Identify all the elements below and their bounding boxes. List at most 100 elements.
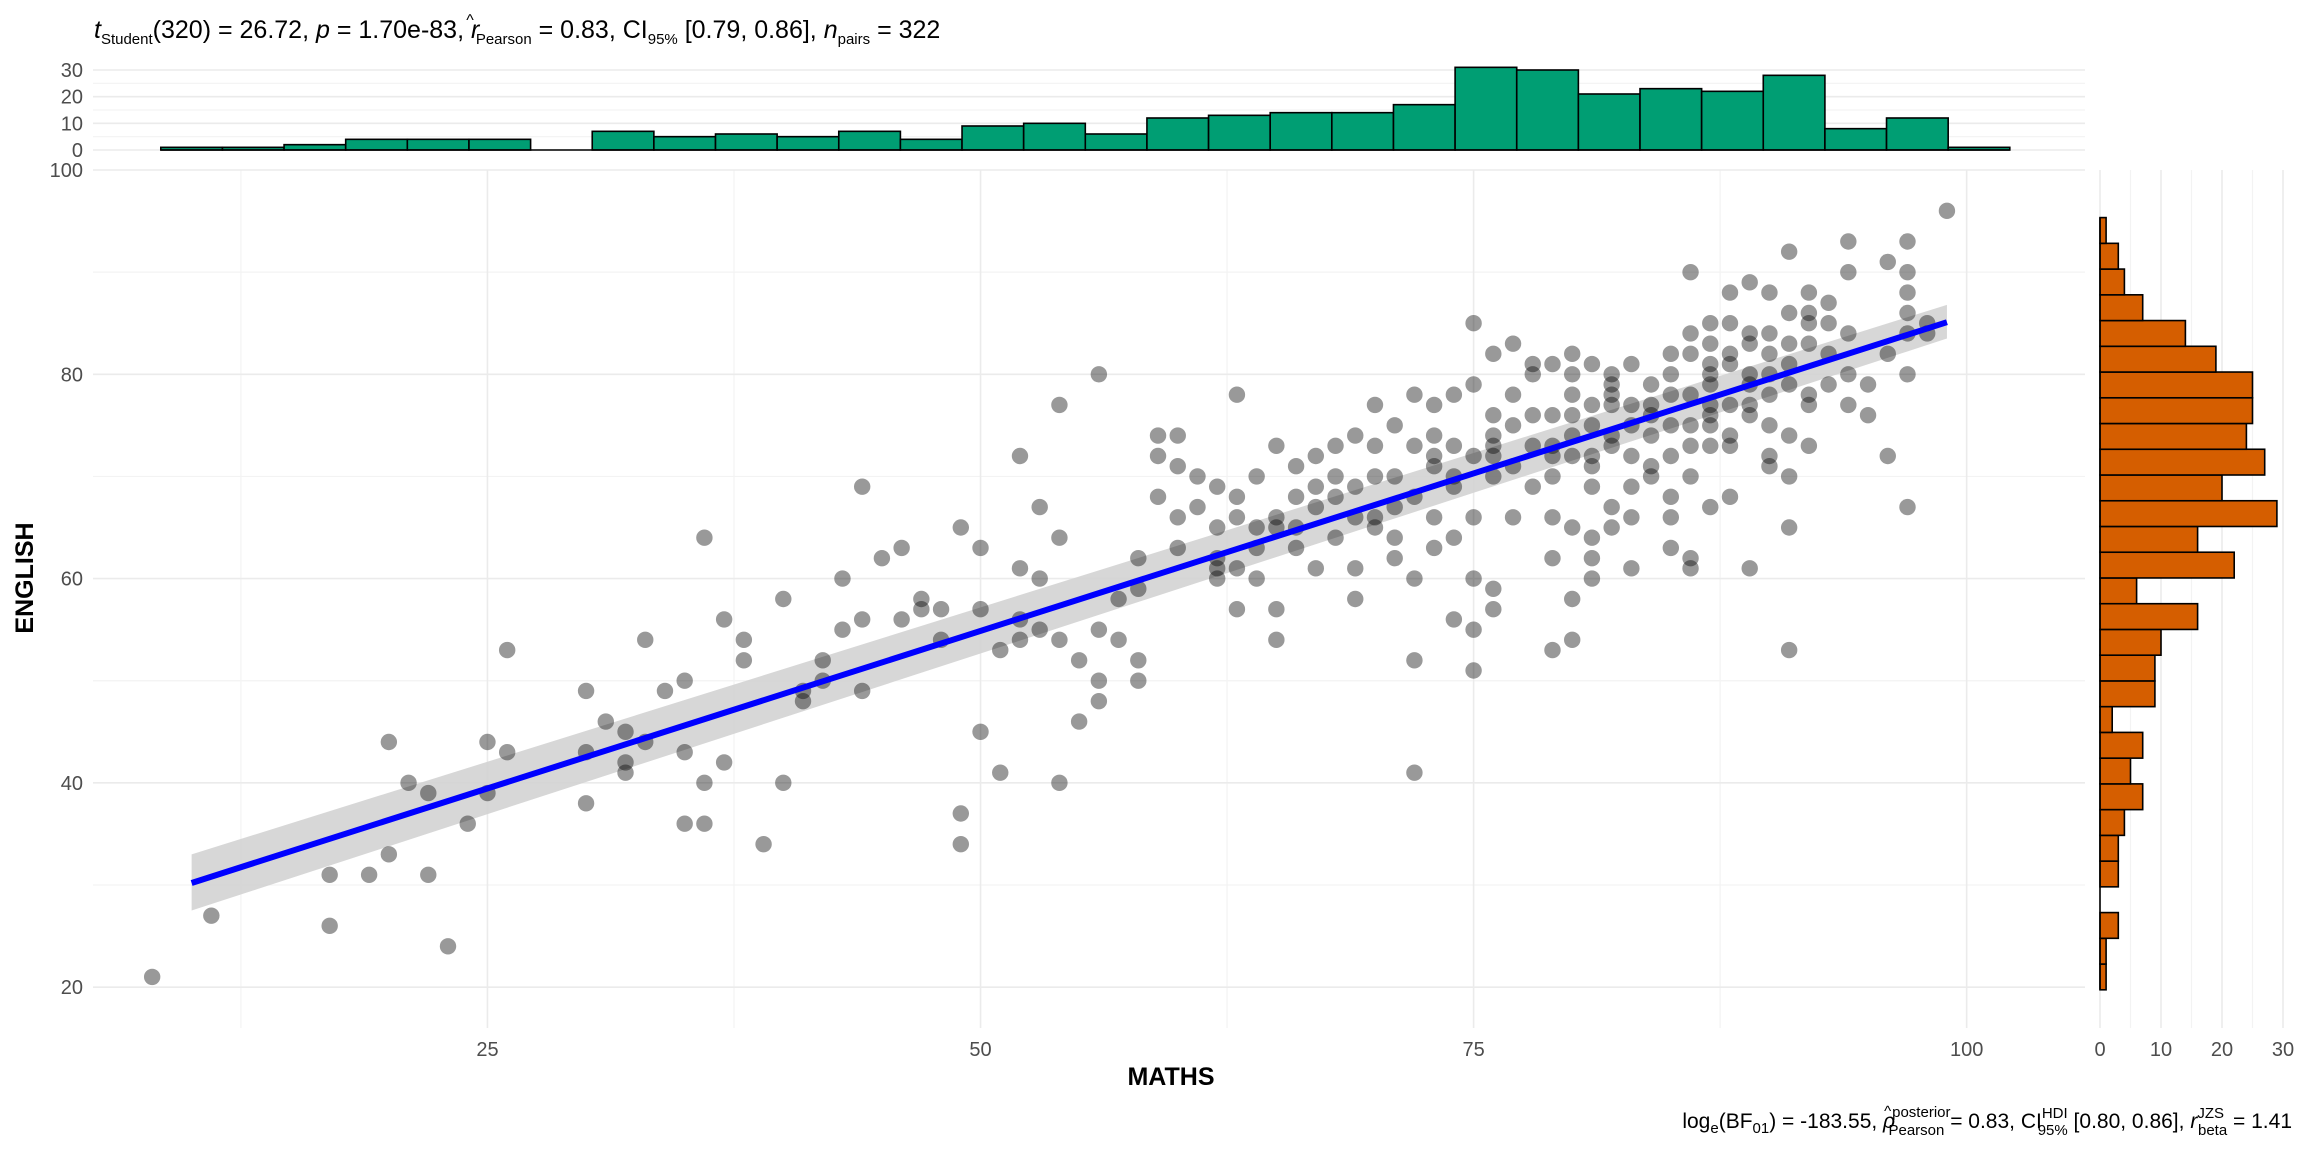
data-point bbox=[1721, 437, 1739, 454]
data-point bbox=[1386, 468, 1403, 485]
data-point bbox=[1544, 641, 1561, 659]
right-hist-bar bbox=[2099, 783, 2144, 811]
data-point bbox=[696, 815, 713, 832]
data-point bbox=[1327, 488, 1344, 506]
data-point bbox=[1070, 652, 1088, 669]
data-point bbox=[1800, 396, 1818, 414]
data-point bbox=[1465, 447, 1482, 465]
data-point bbox=[1761, 386, 1778, 403]
data-point bbox=[1899, 304, 1916, 322]
chart-caption: loge(BF01) = -183.55, ρ^posterior Pearson… bbox=[1682, 1103, 2292, 1139]
data-point bbox=[439, 938, 457, 955]
top-hist-tick-label: 0 bbox=[72, 140, 83, 162]
data-point bbox=[1603, 386, 1620, 403]
data-point bbox=[972, 723, 989, 740]
data-point bbox=[1741, 325, 1758, 342]
data-point bbox=[913, 601, 930, 618]
data-point bbox=[1386, 549, 1403, 567]
data-point bbox=[1268, 631, 1285, 649]
right-hist-bar bbox=[2099, 860, 2120, 888]
data-point bbox=[1623, 447, 1640, 465]
data-point bbox=[1800, 284, 1818, 301]
data-point bbox=[1761, 458, 1778, 475]
top-hist-bar bbox=[837, 130, 902, 151]
top-hist-bar bbox=[406, 138, 470, 151]
data-point bbox=[1583, 417, 1601, 434]
data-point bbox=[1268, 509, 1285, 526]
data-point bbox=[1425, 509, 1443, 526]
data-point bbox=[913, 590, 930, 608]
top-hist-bar bbox=[714, 133, 778, 151]
data-point bbox=[1110, 590, 1127, 608]
data-point bbox=[1702, 376, 1719, 393]
data-point bbox=[1682, 386, 1699, 403]
data-point bbox=[1485, 345, 1502, 363]
data-point bbox=[1800, 437, 1818, 454]
data-point bbox=[1524, 366, 1541, 383]
data-point bbox=[1899, 498, 1916, 516]
data-point bbox=[1485, 427, 1502, 444]
data-point bbox=[893, 539, 910, 557]
data-point bbox=[1149, 447, 1167, 465]
data-point bbox=[1564, 447, 1581, 465]
data-point bbox=[1564, 631, 1581, 649]
data-point bbox=[1662, 447, 1680, 465]
data-point bbox=[617, 754, 634, 771]
data-point bbox=[1347, 590, 1364, 608]
data-point bbox=[1425, 396, 1443, 414]
data-point bbox=[1780, 468, 1798, 485]
data-point bbox=[1859, 376, 1877, 393]
data-point bbox=[1583, 458, 1601, 475]
data-point bbox=[1761, 345, 1778, 363]
data-point bbox=[1564, 519, 1581, 536]
data-point bbox=[676, 815, 693, 832]
y-tick-label: 60 bbox=[61, 569, 83, 591]
data-point bbox=[1564, 366, 1581, 383]
data-point bbox=[1859, 406, 1877, 424]
data-point bbox=[1307, 447, 1325, 465]
right-hist-bar bbox=[2099, 911, 2120, 940]
data-point bbox=[420, 866, 437, 883]
confidence-band-area bbox=[191, 304, 1947, 911]
right-hist-bar bbox=[2099, 680, 2156, 708]
data-point bbox=[1780, 427, 1798, 444]
data-point bbox=[1899, 366, 1916, 383]
data-point bbox=[1208, 478, 1226, 495]
data-point bbox=[1248, 519, 1265, 536]
data-point bbox=[1070, 713, 1088, 730]
data-point bbox=[1702, 315, 1719, 332]
x-tick-label: 50 bbox=[969, 1039, 991, 1061]
data-point bbox=[1682, 468, 1699, 485]
x-tick-label: 25 bbox=[476, 1039, 498, 1061]
right-hist-bar bbox=[2099, 937, 2107, 965]
data-point bbox=[1307, 498, 1325, 516]
data-point bbox=[1583, 355, 1601, 373]
data-point bbox=[952, 835, 970, 853]
top-hist-bar bbox=[344, 138, 409, 151]
data-point bbox=[1051, 774, 1068, 792]
right-hist-bar bbox=[2099, 577, 2138, 605]
data-point bbox=[1307, 478, 1325, 495]
data-point bbox=[1662, 539, 1680, 557]
data-point bbox=[1682, 345, 1699, 363]
top-hist-bar bbox=[653, 135, 717, 151]
data-point bbox=[1425, 447, 1443, 465]
data-point bbox=[1721, 488, 1739, 506]
data-point bbox=[1623, 355, 1640, 373]
data-point bbox=[1366, 396, 1384, 414]
data-point bbox=[1208, 570, 1226, 587]
data-point bbox=[1564, 345, 1581, 363]
data-point bbox=[1465, 376, 1482, 393]
data-point bbox=[1682, 560, 1699, 577]
data-point bbox=[1090, 366, 1108, 383]
data-point bbox=[1820, 294, 1837, 311]
data-point bbox=[1544, 509, 1561, 526]
data-point bbox=[1603, 366, 1620, 383]
data-point bbox=[1899, 263, 1916, 281]
data-point bbox=[1011, 560, 1029, 577]
data-point bbox=[1702, 498, 1719, 516]
data-point bbox=[1228, 488, 1246, 506]
data-point bbox=[735, 631, 753, 649]
data-point bbox=[1603, 396, 1620, 414]
data-point bbox=[1228, 509, 1246, 526]
